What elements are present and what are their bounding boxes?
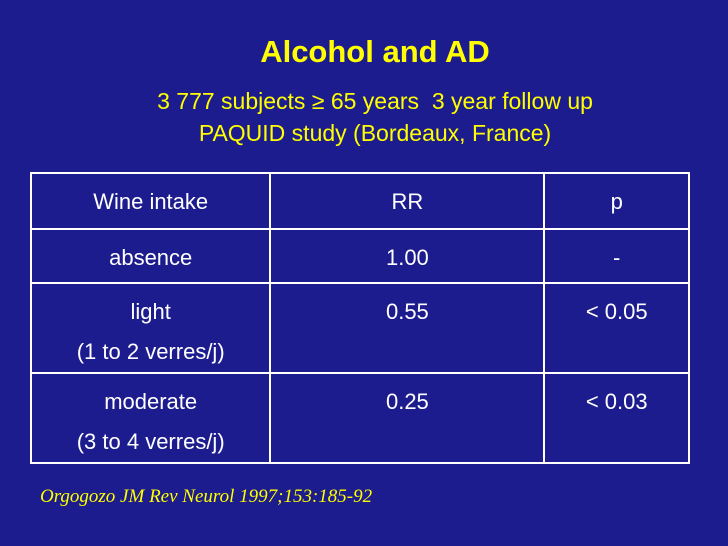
slide-title: Alcohol and AD: [260, 34, 490, 69]
cell-text: 0.55: [385, 299, 429, 324]
table-cell: moderate (3 to 4 verres/j): [29, 372, 272, 464]
header-row: Wine intake RR p: [29, 172, 690, 230]
subtitle: 3 777 subjects ≥ 65 years 3 year follow …: [157, 88, 593, 114]
cell-text: 1.00: [385, 245, 429, 270]
table-row: moderate (3 to 4 verres/j) 0.25 < 0.03: [29, 372, 690, 464]
data-table: Wine intake RR p absence 1.00 - light (1 to 2 v…: [29, 172, 690, 464]
header-cell: RR: [269, 172, 546, 230]
table-row: absence 1.00 -: [29, 228, 690, 284]
cell-text: (3 to 4 verres/j): [76, 429, 225, 454]
cell-text: absence: [109, 245, 193, 270]
citation: Orgogozo JM Rev Neurol 1997;153:185-92: [40, 486, 373, 507]
table-cell: 1.00: [269, 228, 546, 284]
table-cell: -: [543, 228, 690, 284]
cell-text: < 0.05: [585, 299, 648, 324]
table-cell: 0.55: [269, 282, 546, 374]
cell-text: 0.25: [385, 389, 429, 414]
header-cell: p: [543, 172, 690, 230]
header-cell: Wine intake: [29, 172, 272, 230]
table-row: light (1 to 2 verres/j) 0.55 < 0.05: [29, 282, 690, 374]
cell-text: < 0.03: [585, 389, 648, 414]
table-cell: light (1 to 2 verres/j): [29, 282, 272, 374]
table-cell: 0.25: [269, 372, 546, 464]
cell-text: moderate: [104, 389, 198, 414]
table-cell: < 0.03: [543, 372, 690, 464]
cell-text: -: [613, 245, 621, 270]
cell-text: (1 to 2 verres/j): [76, 339, 225, 364]
table-cell: < 0.05: [543, 282, 690, 374]
subtitle: PAQUID study (Bordeaux, France): [198, 120, 552, 146]
table-cell: absence: [29, 228, 272, 284]
cell-text: light: [130, 299, 171, 324]
